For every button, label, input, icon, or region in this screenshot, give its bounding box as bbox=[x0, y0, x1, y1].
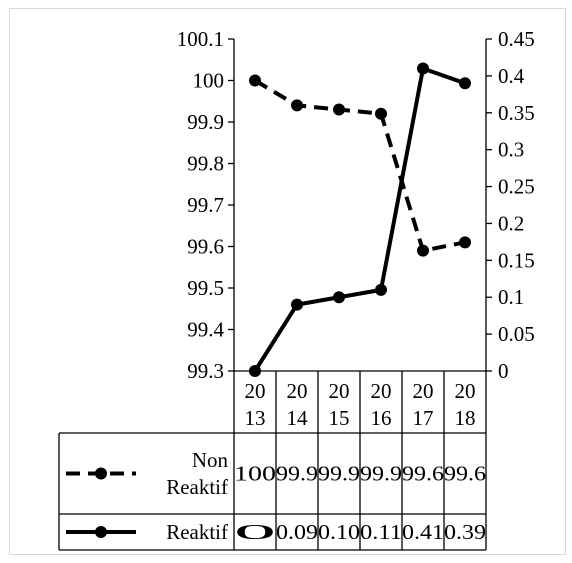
plot-area bbox=[249, 62, 471, 377]
data-point bbox=[417, 62, 429, 75]
table-value: 0.11 bbox=[360, 520, 402, 544]
left-axis-tick-label: 99.7 bbox=[187, 193, 224, 217]
right-axis-tick-label: 0.35 bbox=[498, 101, 535, 125]
left-axis-tick-label: 99.4 bbox=[187, 318, 224, 342]
category-label: 14 bbox=[287, 406, 309, 430]
right-axis-tick-label: 0.05 bbox=[498, 322, 535, 346]
right-axis-tick-label: 0.3 bbox=[498, 138, 524, 162]
left-axis-tick-label: 100.1 bbox=[177, 27, 224, 51]
legend-key-marker bbox=[95, 526, 107, 538]
category-label: 15 bbox=[329, 406, 350, 430]
data-point bbox=[249, 74, 261, 87]
category-label: 13 bbox=[245, 406, 266, 430]
category-label: 18 bbox=[455, 406, 476, 430]
data-point bbox=[291, 99, 303, 112]
table-value: 100 bbox=[234, 462, 276, 486]
category-label: 20 bbox=[287, 379, 308, 403]
left-axis-tick-label: 99.6 bbox=[187, 235, 224, 259]
left-axis-tick-label: 99.9 bbox=[187, 110, 224, 134]
right-axis-tick-label: 0.2 bbox=[498, 211, 524, 235]
category-label: 20 bbox=[329, 379, 350, 403]
data-point bbox=[249, 365, 261, 377]
data-point bbox=[459, 77, 471, 90]
category-label: 20 bbox=[413, 379, 434, 403]
legend-key-marker bbox=[95, 467, 107, 480]
category-label: 20 bbox=[371, 379, 392, 403]
table-value: 0.09 bbox=[276, 520, 318, 544]
data-point bbox=[291, 298, 303, 311]
left-axis-tick-label: 99.3 bbox=[187, 359, 224, 383]
category-label: 20 bbox=[455, 379, 476, 403]
series-name-label: Reaktif bbox=[166, 520, 228, 544]
right-axis-tick-label: 0.15 bbox=[498, 248, 535, 272]
series-line-non-reaktif bbox=[253, 78, 466, 253]
table-value: 0.10 bbox=[318, 520, 360, 544]
data-point bbox=[375, 107, 387, 120]
table-value: 99.9 bbox=[318, 462, 360, 486]
right-axis-tick-label: 0.4 bbox=[498, 64, 525, 88]
series-name-label: Reaktif bbox=[166, 475, 228, 499]
left-axis-tick-label: 100 bbox=[193, 69, 225, 93]
data-point bbox=[417, 244, 429, 257]
table-value: 99.9 bbox=[276, 462, 318, 486]
data-point bbox=[459, 236, 471, 249]
category-label: 16 bbox=[371, 406, 392, 430]
series-name-label: Non bbox=[192, 448, 229, 472]
left-axis-tick-label: 99.5 bbox=[187, 276, 224, 300]
table-value: 0.41 bbox=[402, 520, 444, 544]
table-value: 99.9 bbox=[360, 462, 402, 486]
category-label: 17 bbox=[413, 406, 434, 430]
category-label: 20 bbox=[245, 379, 266, 403]
right-axis-tick-label: 0.25 bbox=[498, 175, 535, 199]
chart-frame bbox=[9, 8, 566, 555]
left-axis-tick-label: 99.8 bbox=[187, 152, 224, 176]
data-point bbox=[375, 283, 387, 296]
series-line-reaktif bbox=[253, 66, 466, 373]
right-axis-tick-label: 0 bbox=[498, 359, 509, 383]
table-value: 99.6 bbox=[402, 462, 444, 486]
data-point bbox=[333, 291, 345, 304]
data-point bbox=[333, 103, 345, 116]
table-value: 99.6 bbox=[444, 462, 486, 486]
right-axis-tick-label: 0.1 bbox=[498, 285, 524, 309]
right-axis-tick-label: 0.45 bbox=[498, 27, 535, 51]
axes: 99.3 99.4 99.5 99.6 99.7 99.8 99.9 100 100.1 0 0.0… bbox=[177, 27, 535, 383]
table-value: 0 bbox=[234, 520, 276, 544]
table-value: 0.39 bbox=[444, 520, 486, 544]
